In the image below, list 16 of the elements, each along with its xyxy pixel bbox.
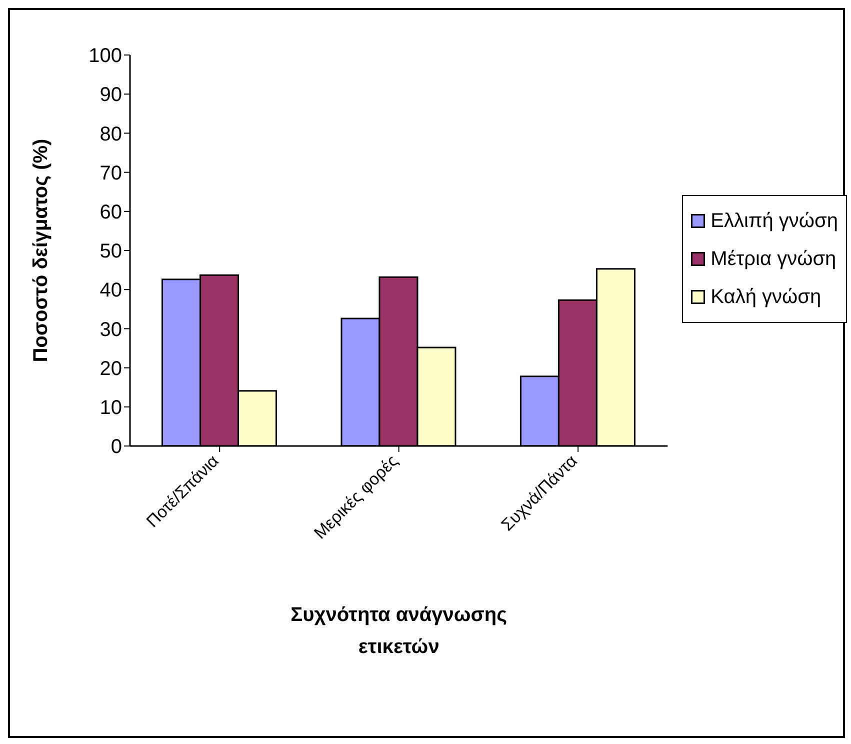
x-axis-title: Συχνότητα ανάγνωσης ετικετών (290, 604, 508, 658)
y-tick-label: 10 (100, 397, 122, 419)
y-tick-label: 50 (100, 240, 122, 263)
y-tick-label: 30 (100, 318, 122, 341)
y-tick-label: 100 (88, 45, 122, 68)
y-tick-label: 90 (100, 84, 122, 106)
y-tick-label: 40 (100, 280, 122, 302)
y-tick-label: 0 (110, 436, 122, 458)
legend-label: Μέτρια γνώση (710, 247, 836, 272)
y-axis-title: Ποσοστό δείγματος (%) (30, 138, 52, 362)
legend-label: Ελλιπή γνώση (710, 209, 838, 234)
y-tick-label: 60 (100, 202, 122, 224)
legend-label: Καλή γνώση (710, 285, 822, 310)
y-tick-label: 20 (100, 358, 122, 380)
y-tick-label: 80 (100, 123, 122, 146)
y-tick-label: 70 (100, 162, 122, 184)
